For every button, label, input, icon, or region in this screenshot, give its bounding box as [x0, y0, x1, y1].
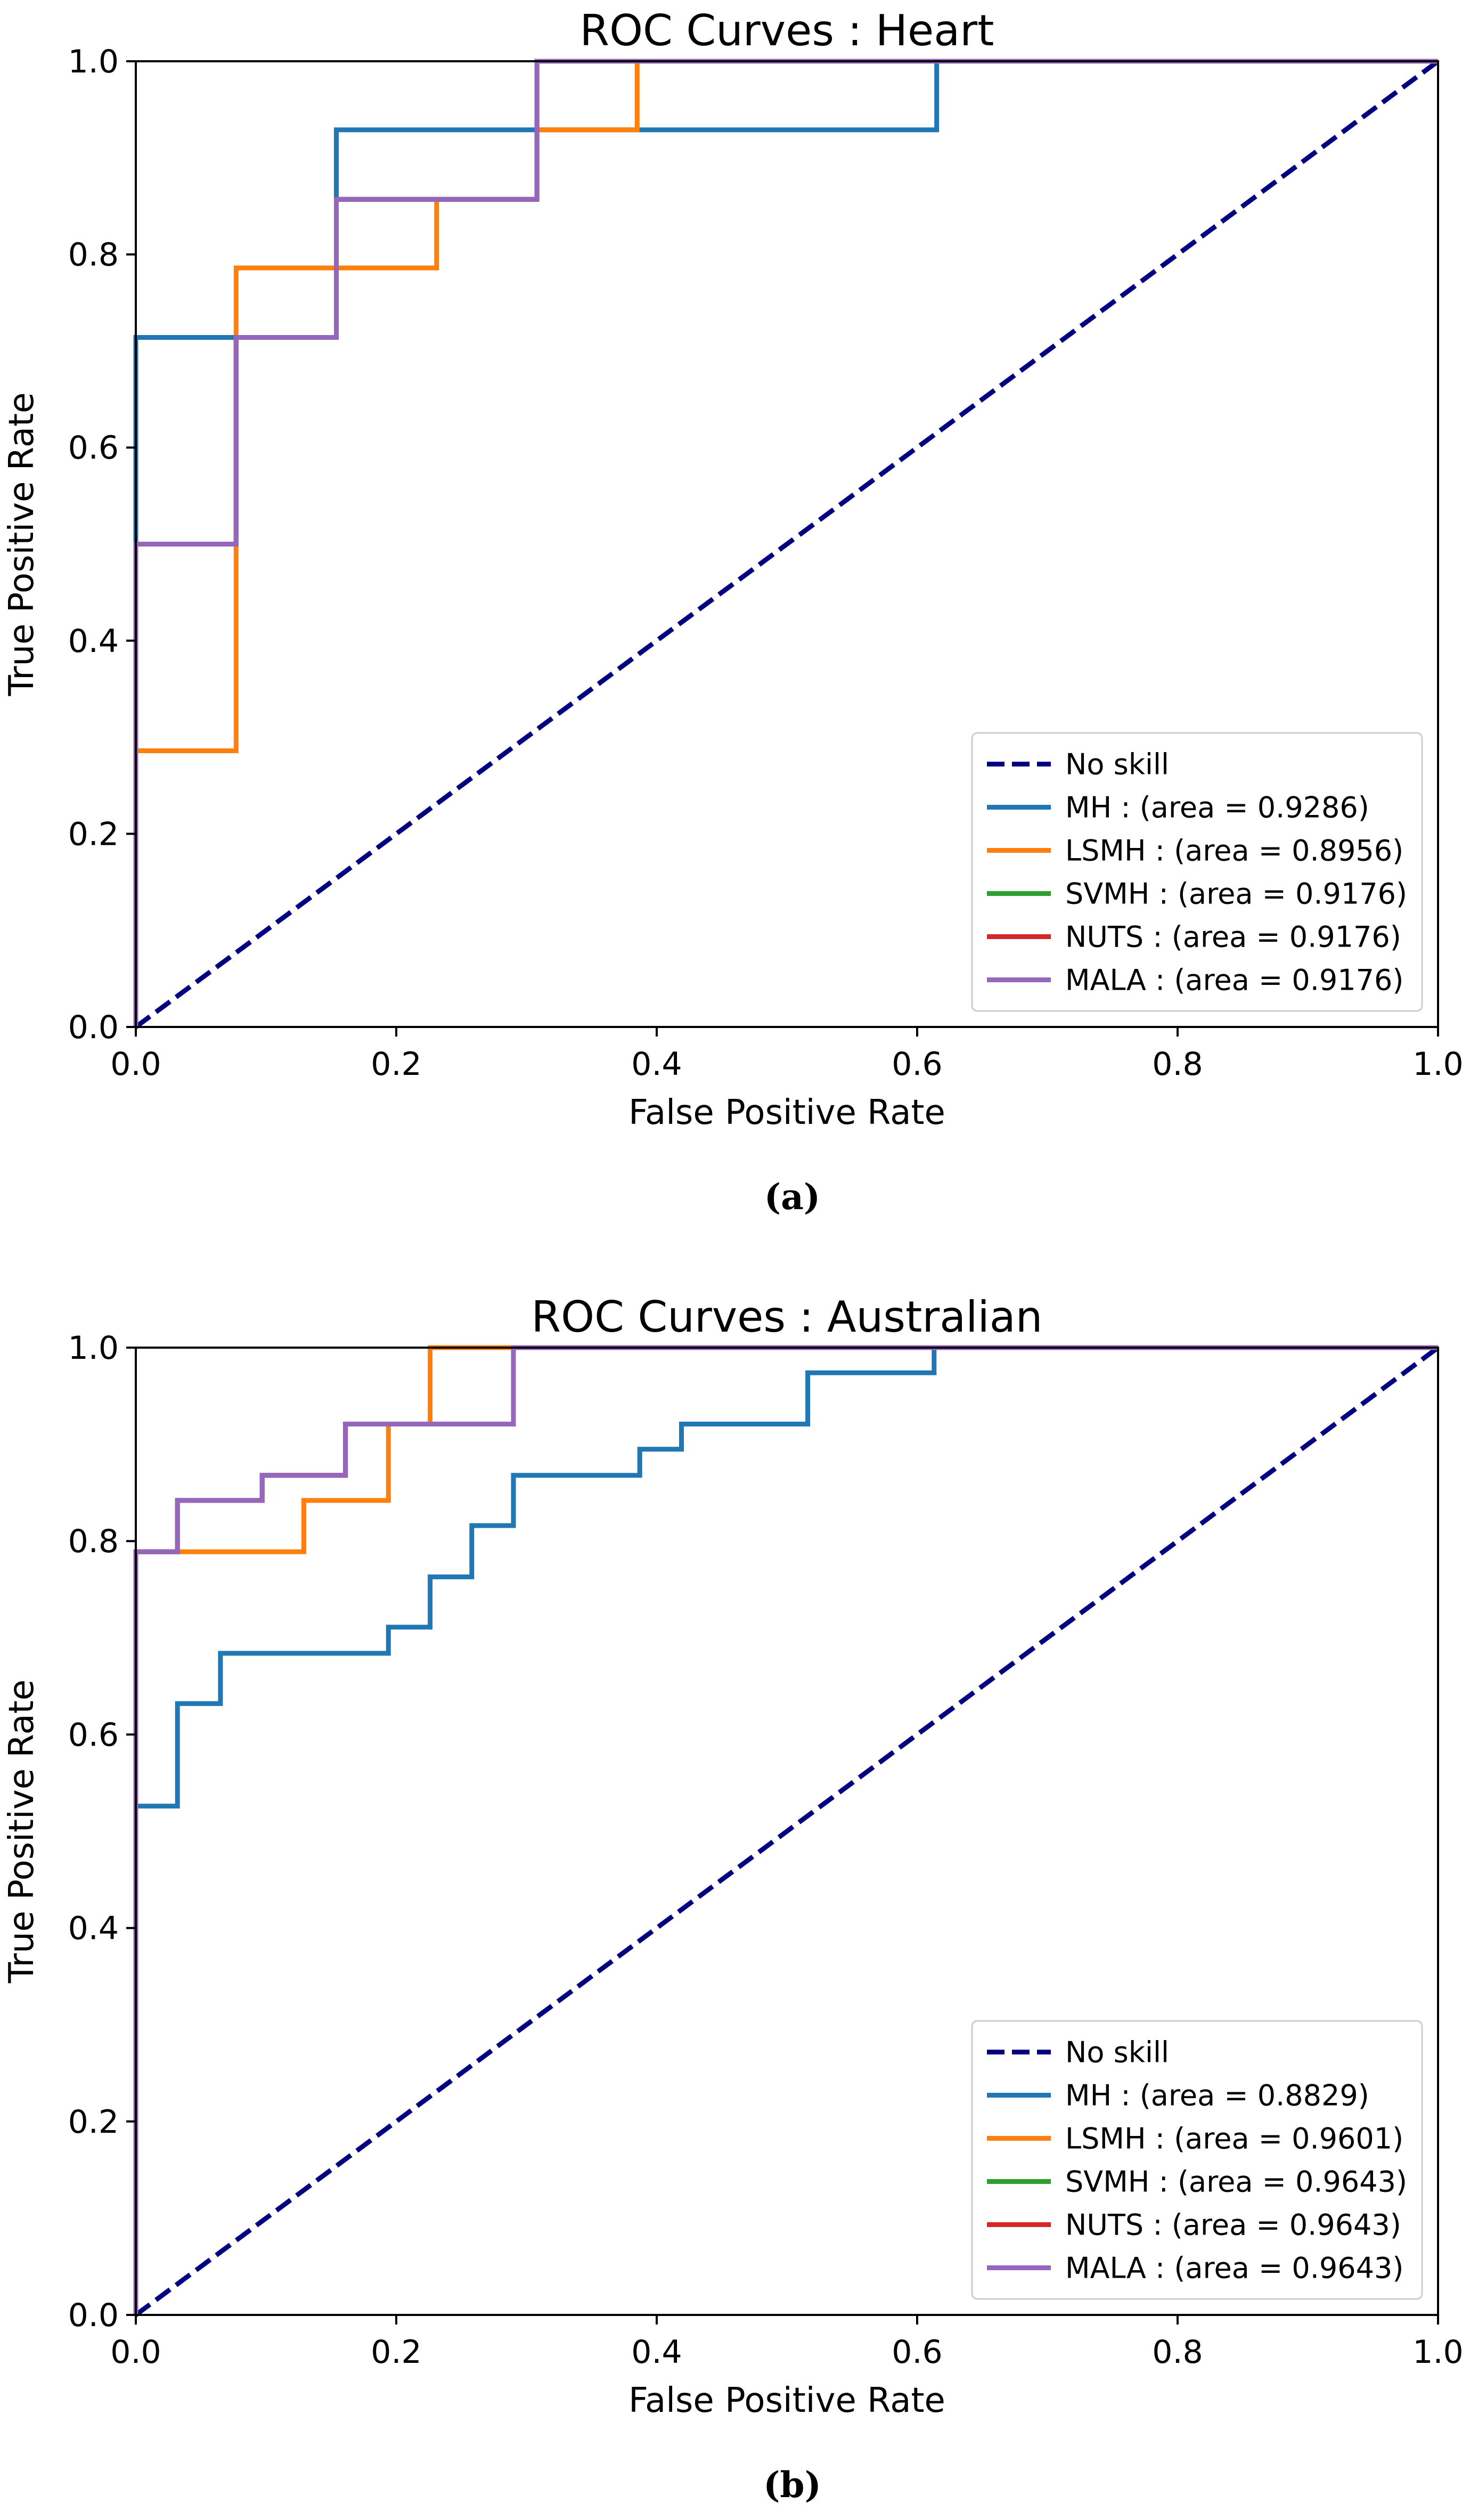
series-line-mh	[133, 1345, 1438, 2315]
y-axis-label: True Positive Rate	[2, 392, 42, 696]
axes-frame	[135, 1347, 1439, 2316]
x-tick-label: 0.2	[371, 1046, 421, 1083]
y-tick-label: 0.6	[68, 1716, 119, 1754]
y-tick-label: 0.0	[68, 2297, 119, 2334]
legend-entry: SVMH : (area = 0.9176)	[1065, 877, 1407, 911]
series-line-mala	[133, 59, 1438, 1027]
legend: No skill MH : (area = 0.8829) LSMH : (area…	[971, 2020, 1423, 2300]
x-tick-label: 0.6	[892, 1046, 942, 1083]
series-line-no	[134, 1345, 1440, 2317]
legend-entry: MALA : (area = 0.9643)	[1065, 2252, 1403, 2285]
y-tick-label: 0.2	[68, 2103, 119, 2141]
y-tick-label: 0.8	[68, 1523, 119, 1560]
x-axis-label: False Positive Rate	[628, 1093, 945, 1132]
legend-entry: LSMH : (area = 0.8956)	[1065, 834, 1403, 868]
panel-caption: (b)	[763, 2464, 821, 2506]
series-line-mala	[133, 1345, 1438, 2315]
x-tick-label: 1.0	[1412, 2334, 1463, 2371]
panel-caption: (a)	[764, 1176, 820, 1218]
y-tick-label: 0.4	[68, 1910, 119, 1947]
y-axis-label: True Positive Rate	[2, 1679, 42, 1984]
x-tick-label: 0.4	[631, 2334, 682, 2371]
legend: No skill MH : (area = 0.9286) LSMH : (area…	[971, 732, 1423, 1012]
legend-entry: MH : (area = 0.9286)	[1065, 791, 1369, 825]
y-tick-label: 0.4	[68, 623, 119, 660]
x-axis-label: False Positive Rate	[628, 2381, 945, 2420]
legend-entry: No skill	[1065, 748, 1169, 781]
legend-box	[971, 2020, 1423, 2300]
x-tick-label: 0.0	[110, 2334, 161, 2371]
x-tick-label: 0.8	[1152, 1046, 1203, 1083]
chart-panel-1: ROC Curves : Heart 0.0 0.2 0.4 0.6 0.8 1.0 0.0 0…	[2, 6, 1464, 1218]
y-tick-label: 0.2	[68, 815, 119, 853]
legend-entry: SVMH : (area = 0.9643)	[1065, 2165, 1407, 2199]
y-tick-label: 0.6	[68, 429, 119, 467]
y-tick-label: 1.0	[68, 1330, 119, 1367]
x-tick-label: 0.4	[631, 1046, 682, 1083]
chart-title: ROC Curves : Heart	[579, 6, 994, 55]
legend-entry: LSMH : (area = 0.9601)	[1065, 2122, 1403, 2156]
x-tick-label: 0.0	[110, 1046, 161, 1083]
axes-frame	[135, 60, 1439, 1028]
y-tick-label: 1.0	[68, 43, 119, 80]
y-tick-label: 0.8	[68, 236, 119, 274]
series-line-lsmh	[133, 1345, 1438, 2315]
legend-entry: No skill	[1065, 2036, 1169, 2069]
x-tick-label: 1.0	[1412, 1046, 1463, 1083]
series-group	[133, 1345, 1440, 2317]
series-line-no	[134, 59, 1440, 1029]
chart-title: ROC Curves : Australian	[532, 1292, 1043, 1342]
x-tick-label: 0.6	[892, 2334, 942, 2371]
x-tick-label: 0.8	[1152, 2334, 1203, 2371]
legend-box	[971, 732, 1423, 1012]
y-tick-label: 0.0	[68, 1009, 119, 1046]
legend-entry: MALA : (area = 0.9176)	[1065, 964, 1403, 997]
x-tick-label: 0.2	[371, 2334, 421, 2371]
legend-entry: NUTS : (area = 0.9643)	[1065, 2208, 1401, 2242]
legend-entry: NUTS : (area = 0.9176)	[1065, 920, 1401, 954]
legend-entry: MH : (area = 0.8829)	[1065, 2079, 1369, 2113]
chart-panel-2: ROC Curves : Australian 0.0 0.2 0.4 0.6 0.8 1.…	[2, 1292, 1464, 2506]
